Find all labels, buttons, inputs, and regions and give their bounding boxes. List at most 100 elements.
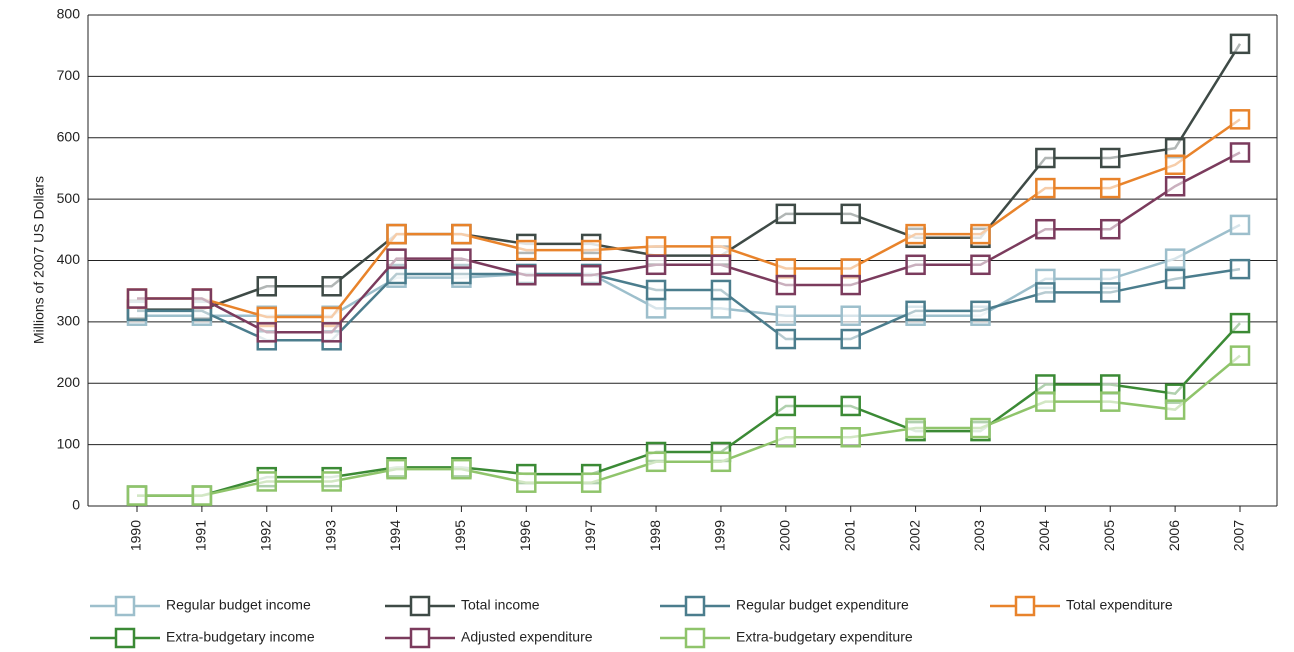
y-tick-label: 800	[57, 6, 81, 22]
point-marker	[645, 451, 667, 473]
point-marker	[1229, 142, 1251, 163]
x-tick-label: 2005	[1101, 520, 1117, 551]
legend-marker	[114, 595, 136, 617]
point-marker	[905, 300, 926, 322]
legend-label: Extra-budgetary expenditure	[736, 629, 913, 645]
legend-label: Adjusted expenditure	[461, 629, 593, 645]
y-tick-label: 400	[57, 251, 81, 267]
point-marker	[775, 274, 797, 296]
x-tick-label: 1996	[517, 520, 533, 551]
legend-marker	[1014, 595, 1036, 617]
point-marker	[905, 223, 926, 245]
legend-label: Regular budget expenditure	[736, 597, 909, 613]
legend-marker	[684, 627, 706, 649]
point-marker	[386, 248, 407, 269]
legend-marker	[684, 595, 706, 617]
point-marker	[191, 485, 213, 506]
series-line	[137, 43, 1242, 311]
point-marker	[1229, 345, 1251, 366]
x-tick-label: 1998	[647, 520, 663, 551]
point-marker	[905, 417, 926, 439]
legend-label: Regular budget income	[166, 597, 311, 613]
x-tick-label: 1993	[322, 520, 338, 551]
x-tick-label: 2007	[1231, 520, 1247, 551]
point-marker	[710, 451, 732, 473]
point-marker	[191, 288, 213, 309]
point-marker	[321, 471, 342, 492]
x-tick-label: 2006	[1166, 520, 1182, 551]
point-marker	[840, 328, 861, 350]
point-marker	[775, 395, 797, 417]
point-marker	[321, 322, 342, 343]
point-marker	[516, 264, 537, 286]
point-marker	[1099, 177, 1121, 199]
y-tick-label: 0	[72, 497, 80, 513]
point-marker	[905, 254, 926, 276]
y-tick-label: 100	[57, 435, 81, 451]
point-marker	[1099, 282, 1121, 303]
y-tick-label: 300	[57, 313, 81, 329]
point-marker	[1035, 218, 1056, 240]
series-line	[137, 151, 1241, 334]
point-marker	[1164, 248, 1186, 269]
point-marker	[970, 223, 991, 245]
point-marker	[710, 236, 732, 257]
point-marker	[256, 276, 278, 297]
x-tick-label: 2003	[971, 520, 987, 551]
x-tick-label: 1995	[452, 520, 468, 551]
y-tick-label: 500	[57, 190, 81, 206]
x-tick-label: 1991	[193, 520, 209, 551]
point-marker	[775, 305, 797, 326]
point-marker	[451, 223, 472, 245]
point-marker	[1035, 391, 1056, 412]
point-marker	[580, 472, 602, 493]
point-marker	[1229, 312, 1251, 334]
point-marker	[451, 458, 472, 480]
y-axis-label: Millions of 2007 US Dollars	[31, 176, 47, 344]
point-marker	[775, 328, 797, 350]
point-marker	[516, 472, 537, 493]
point-marker	[840, 305, 861, 326]
y-tick-label: 200	[57, 374, 81, 390]
point-marker	[840, 427, 861, 448]
point-marker	[1229, 258, 1251, 280]
legend-marker	[409, 595, 431, 617]
x-tick-label: 1990	[128, 520, 144, 551]
point-marker	[1164, 175, 1186, 197]
point-marker	[710, 254, 732, 276]
series-line	[137, 223, 1241, 317]
point-marker	[451, 248, 472, 269]
point-marker	[580, 239, 602, 261]
point-marker	[710, 279, 732, 301]
point-marker	[775, 203, 797, 225]
legend-label: Total income	[461, 597, 540, 613]
point-marker	[1229, 33, 1251, 55]
series-line	[137, 267, 1241, 342]
point-marker	[1035, 374, 1056, 395]
legend-marker	[409, 627, 431, 649]
point-marker	[1164, 399, 1186, 420]
point-marker	[386, 223, 407, 245]
point-marker	[840, 258, 861, 279]
point-marker	[645, 298, 667, 319]
point-marker	[645, 236, 667, 257]
point-marker	[970, 417, 991, 439]
point-marker	[775, 427, 797, 448]
series-line	[137, 354, 1241, 497]
x-tick-label: 2000	[777, 520, 793, 551]
point-marker	[1099, 391, 1121, 412]
point-marker	[1035, 147, 1056, 169]
point-marker	[126, 485, 148, 506]
point-marker	[645, 279, 667, 301]
legend-label: Extra-budgetary income	[166, 629, 315, 645]
point-marker	[1164, 154, 1186, 176]
legend-label: Total expenditure	[1066, 597, 1173, 613]
point-marker	[775, 258, 797, 279]
point-marker	[1099, 147, 1121, 169]
point-marker	[1035, 282, 1056, 303]
point-marker	[1099, 218, 1121, 240]
point-marker	[710, 298, 732, 319]
point-marker	[126, 288, 148, 309]
point-marker	[256, 322, 278, 343]
